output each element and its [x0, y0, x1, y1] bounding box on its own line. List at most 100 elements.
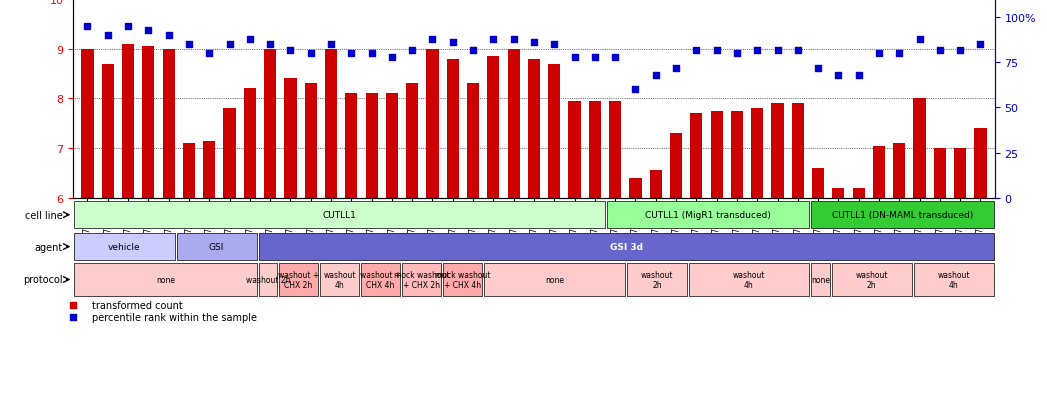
Point: [282, 47, 298, 54]
Text: mock washout
+ CHX 4h: mock washout + CHX 4h: [435, 270, 490, 290]
Text: GSI 3d: GSI 3d: [609, 242, 643, 252]
Bar: [285, 79, 296, 198]
Bar: [264, 50, 276, 198]
Point: [911, 36, 928, 43]
Point: [586, 55, 603, 61]
Text: vehicle: vehicle: [108, 242, 140, 252]
Bar: [528, 59, 540, 198]
Point: [708, 47, 725, 54]
Point: [506, 36, 522, 43]
Text: agent: agent: [35, 242, 63, 252]
Point: [404, 47, 421, 54]
Text: washout
2h: washout 2h: [855, 270, 888, 290]
Bar: [244, 89, 255, 198]
Text: washout
4h: washout 4h: [937, 270, 970, 290]
Text: transformed count: transformed count: [92, 300, 182, 310]
Bar: [588, 102, 601, 198]
Point: [526, 262, 542, 268]
Bar: [346, 94, 357, 198]
Point: [262, 42, 279, 48]
Point: [627, 87, 644, 93]
FancyBboxPatch shape: [402, 263, 441, 296]
Text: none: none: [156, 275, 175, 284]
Bar: [325, 50, 337, 198]
FancyBboxPatch shape: [320, 263, 359, 296]
Text: CUTLL1: CUTLL1: [322, 211, 356, 220]
FancyBboxPatch shape: [443, 263, 482, 296]
Text: washout +
CHX 4h: washout + CHX 4h: [360, 270, 401, 290]
FancyBboxPatch shape: [74, 234, 175, 260]
Bar: [487, 57, 499, 198]
Point: [221, 42, 238, 48]
Bar: [549, 64, 560, 198]
Bar: [305, 84, 317, 198]
Bar: [365, 94, 378, 198]
Bar: [832, 188, 845, 198]
Bar: [873, 146, 885, 198]
Point: [322, 42, 339, 48]
Point: [485, 36, 502, 43]
FancyBboxPatch shape: [606, 202, 809, 228]
Point: [891, 51, 908, 57]
Text: mock washout
+ CHX 2h: mock washout + CHX 2h: [394, 270, 449, 290]
Bar: [649, 171, 662, 198]
Point: [160, 33, 177, 39]
Point: [545, 42, 562, 48]
FancyBboxPatch shape: [280, 263, 318, 296]
Bar: [731, 112, 743, 198]
Bar: [142, 47, 155, 198]
FancyBboxPatch shape: [361, 263, 400, 296]
Point: [952, 47, 968, 54]
Point: [363, 51, 380, 57]
Bar: [386, 94, 398, 198]
FancyBboxPatch shape: [832, 263, 912, 296]
Point: [383, 55, 400, 61]
Text: none: none: [544, 275, 564, 284]
Point: [688, 47, 705, 54]
Point: [526, 40, 542, 47]
Bar: [670, 134, 682, 198]
Bar: [122, 45, 134, 198]
Bar: [183, 144, 195, 198]
Point: [201, 51, 218, 57]
Point: [180, 42, 197, 48]
Point: [119, 24, 136, 30]
Bar: [508, 50, 519, 198]
Point: [789, 47, 806, 54]
Text: washout
4h: washout 4h: [733, 270, 765, 290]
Point: [850, 72, 867, 79]
Point: [647, 72, 664, 79]
Bar: [629, 178, 642, 198]
Point: [465, 47, 482, 54]
Point: [424, 36, 441, 43]
Point: [972, 42, 988, 48]
FancyBboxPatch shape: [259, 234, 994, 260]
FancyBboxPatch shape: [811, 263, 830, 296]
Text: percentile rank within the sample: percentile rank within the sample: [92, 313, 257, 323]
Bar: [102, 64, 114, 198]
Point: [140, 27, 157, 34]
Bar: [223, 109, 236, 198]
Bar: [609, 102, 621, 198]
FancyBboxPatch shape: [914, 263, 994, 296]
Point: [80, 24, 96, 30]
Point: [749, 47, 765, 54]
Bar: [954, 149, 966, 198]
Point: [566, 55, 583, 61]
Point: [830, 72, 847, 79]
Text: washout 2h: washout 2h: [246, 275, 290, 284]
Text: cell line: cell line: [24, 210, 63, 220]
FancyBboxPatch shape: [811, 202, 994, 228]
Bar: [406, 84, 419, 198]
Point: [932, 47, 949, 54]
Point: [343, 51, 360, 57]
Bar: [934, 149, 945, 198]
Text: washout
4h: washout 4h: [324, 270, 356, 290]
Bar: [467, 84, 480, 198]
Point: [668, 65, 685, 72]
Bar: [852, 188, 865, 198]
Bar: [426, 50, 439, 198]
Point: [303, 51, 319, 57]
Bar: [203, 141, 216, 198]
Bar: [162, 50, 175, 198]
